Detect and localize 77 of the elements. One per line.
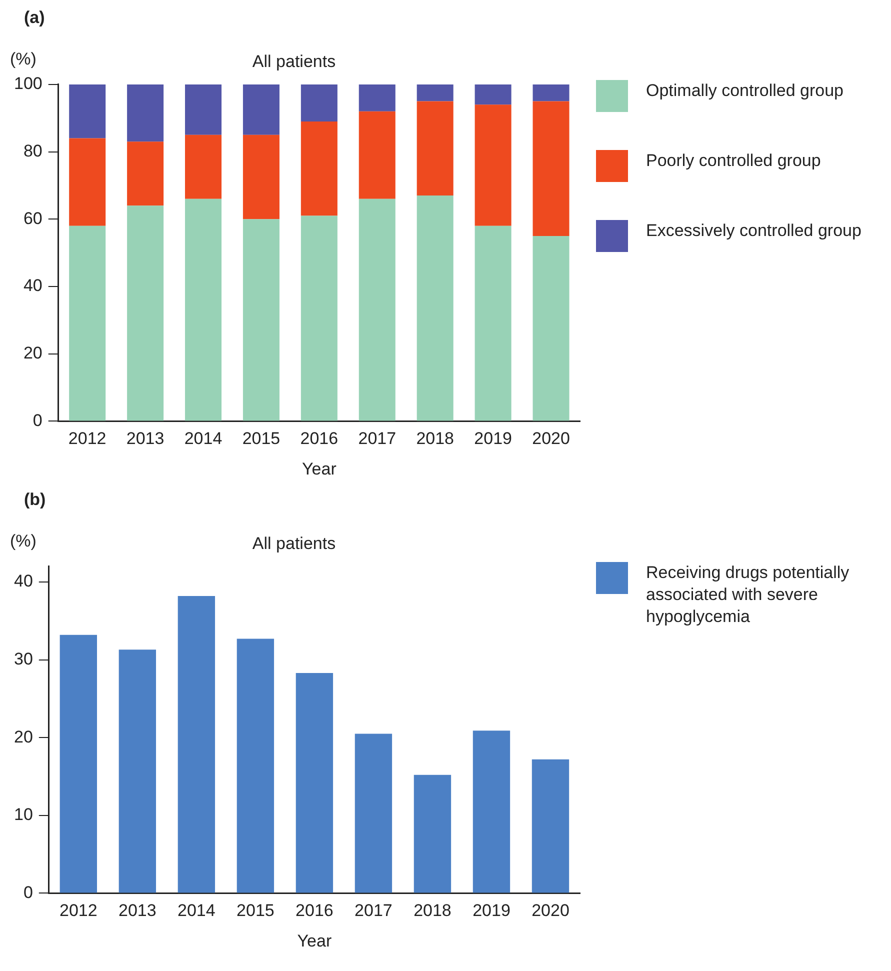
bar <box>178 596 216 893</box>
x-tick-label: 2017 <box>354 901 392 920</box>
bar <box>69 84 106 138</box>
x-tick-label: 2020 <box>532 901 570 920</box>
y-tick-label: 40 <box>14 572 33 591</box>
chart-title: All patients <box>252 534 336 553</box>
legend-label: Receiving drugs potentially associated with severe hypoglycemia <box>646 562 850 628</box>
bar <box>242 134 280 220</box>
bar <box>236 638 274 893</box>
bar <box>532 236 570 421</box>
bar <box>118 650 156 893</box>
y-tick-label: 40 <box>23 276 42 296</box>
bar <box>127 206 164 421</box>
y-tick-label: 100 <box>14 74 42 94</box>
chart-title: All patients <box>252 52 336 71</box>
y-tick-label: 10 <box>14 805 33 824</box>
x-tick-label: 2016 <box>296 901 334 920</box>
x-tick-label: 2014 <box>184 429 222 448</box>
x-tick-label: 2019 <box>474 429 512 448</box>
bar <box>127 84 164 142</box>
bar <box>60 634 98 893</box>
text: (b) <box>23 489 47 511</box>
bar <box>416 196 454 421</box>
y-axis-title: (%) <box>10 532 36 551</box>
text: (a) <box>23 7 46 29</box>
x-tick-label: 2012 <box>68 429 106 448</box>
y-tick-label: 60 <box>23 208 42 228</box>
y-tick-label: 0 <box>32 410 42 430</box>
x-axis-title: Year <box>302 459 337 478</box>
x-tick-label: 2012 <box>60 901 98 920</box>
bar <box>185 134 222 199</box>
legend-label: Poorly controlled group <box>646 150 821 172</box>
bar <box>185 198 222 421</box>
bar <box>354 734 392 893</box>
y-tick-label: 20 <box>23 344 42 363</box>
bar <box>532 759 570 893</box>
bar <box>416 84 454 102</box>
x-tick-label: 2017 <box>358 429 396 448</box>
bar <box>185 84 222 135</box>
bar <box>358 84 396 112</box>
x-tick-label: 2016 <box>300 429 338 448</box>
bar <box>474 226 512 421</box>
x-tick-label: 2013 <box>118 901 156 920</box>
x-tick-label: 2015 <box>242 429 280 448</box>
x-tick-label: 2015 <box>236 901 274 920</box>
x-tick-label: 2018 <box>414 901 452 920</box>
bar <box>300 121 338 216</box>
bar <box>472 730 510 893</box>
bar <box>474 84 512 105</box>
x-tick-label: 2014 <box>178 901 216 920</box>
x-tick-label: 2020 <box>532 429 570 448</box>
y-axis-title: (%) <box>10 50 36 69</box>
bar <box>474 104 512 226</box>
bar <box>69 138 106 226</box>
bar <box>532 101 570 236</box>
bar <box>300 84 338 122</box>
legend-label: Excessively controlled group <box>646 220 862 242</box>
bar <box>532 84 570 102</box>
y-tick-label: 80 <box>23 141 42 160</box>
bar <box>242 84 280 135</box>
bar <box>296 673 334 893</box>
legend-label: Optimally controlled group <box>646 80 844 102</box>
bar <box>127 142 164 206</box>
bar <box>414 774 452 893</box>
y-tick-label: 30 <box>14 649 33 668</box>
y-tick-label: 20 <box>14 727 33 746</box>
x-tick-label: 2013 <box>126 429 164 448</box>
y-tick-label: 0 <box>23 882 33 902</box>
bar <box>358 198 396 421</box>
bar <box>416 101 454 196</box>
bar <box>69 226 106 421</box>
x-tick-label: 2018 <box>416 429 454 448</box>
bar <box>300 216 338 421</box>
bar <box>242 219 280 421</box>
x-tick-label: 2019 <box>472 901 510 920</box>
x-axis-title: Year <box>297 931 332 950</box>
bar <box>358 111 396 199</box>
